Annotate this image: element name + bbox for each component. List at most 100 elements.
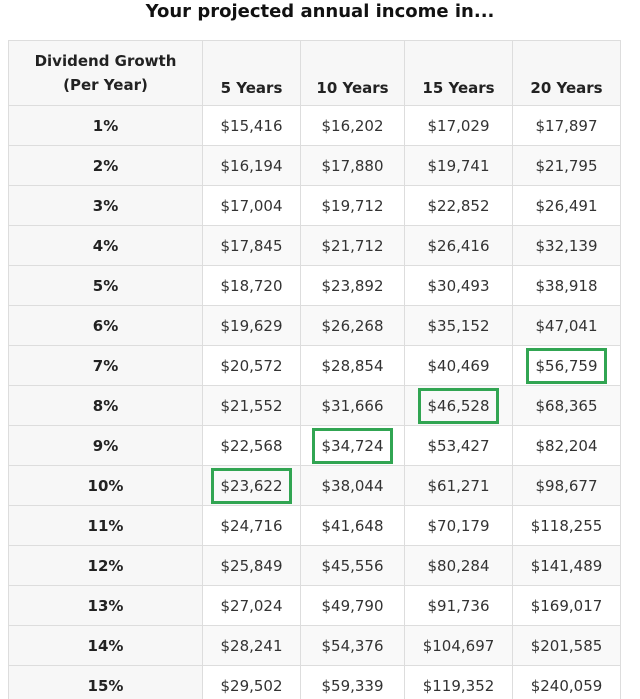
income-cell: $16,194 <box>202 145 301 186</box>
table-row: 4% $17,845 $21,712 $26,416 $32,139 <box>8 225 621 266</box>
income-cell: $20,572 <box>202 345 301 386</box>
growth-rate-cell: 4% <box>8 225 203 266</box>
growth-header-line1: Dividend Growth <box>34 52 177 70</box>
income-cell: $18,720 <box>202 265 301 306</box>
growth-rate-cell: 1% <box>8 105 203 146</box>
table-row: 12% $25,849 $45,556 $80,284 $141,489 <box>8 545 621 586</box>
income-cell: $17,004 <box>202 185 301 226</box>
table-row: 5% $18,720 $23,892 $30,493 $38,918 <box>8 265 621 306</box>
income-cell: $30,493 <box>404 265 513 306</box>
income-cell: $22,852 <box>404 185 513 226</box>
highlight-box: $56,759 <box>526 347 607 384</box>
income-cell: $29,502 <box>202 665 301 699</box>
highlight-box: $46,528 <box>418 387 499 424</box>
income-cell: $118,255 <box>512 505 621 546</box>
income-cell: $23,892 <box>300 265 405 306</box>
growth-rate-cell: 12% <box>8 545 203 586</box>
income-cell: $141,489 <box>512 545 621 586</box>
income-cell: $22,568 <box>202 425 301 466</box>
income-cell: $38,044 <box>300 465 405 506</box>
income-cell: $91,736 <box>404 585 513 626</box>
table-row: 11% $24,716 $41,648 $70,179 $118,255 <box>8 505 621 546</box>
income-cell: $17,845 <box>202 225 301 266</box>
table-row: 2% $16,194 $17,880 $19,741 $21,795 <box>8 145 621 186</box>
income-cell: $49,790 <box>300 585 405 626</box>
income-cell: $47,041 <box>512 305 621 346</box>
income-table: Dividend Growth (Per Year) 5 Years 10 Ye… <box>8 40 621 699</box>
income-cell: $61,271 <box>404 465 513 506</box>
table-row: 14% $28,241 $54,376 $104,697 $201,585 <box>8 625 621 666</box>
growth-rate-cell: 6% <box>8 305 203 346</box>
income-cell: $169,017 <box>512 585 621 626</box>
table-row: 13% $27,024 $49,790 $91,736 $169,017 <box>8 585 621 626</box>
income-cell: $32,139 <box>512 225 621 266</box>
income-cell: $98,677 <box>512 465 621 506</box>
growth-header-line2: (Per Year) <box>63 76 148 94</box>
income-cell: $40,469 <box>404 345 513 386</box>
income-cell: $82,204 <box>512 425 621 466</box>
dividend-growth-header: Dividend Growth (Per Year) <box>8 40 203 106</box>
income-cell: $104,697 <box>404 625 513 666</box>
table-row: 15% $29,502 $59,339 $119,352 $240,059 <box>8 665 621 699</box>
table-body: 1% $15,416 $16,202 $17,029 $17,897 2% $16,194 $… <box>8 105 621 699</box>
income-cell: $26,491 <box>512 185 621 226</box>
income-cell: $19,712 <box>300 185 405 226</box>
income-cell: $68,365 <box>512 385 621 426</box>
income-cell: $17,897 <box>512 105 621 146</box>
income-cell: $240,059 <box>512 665 621 699</box>
growth-rate-cell: 10% <box>8 465 203 506</box>
growth-rate-cell: 13% <box>8 585 203 626</box>
column-header-20-years: 20 Years <box>512 40 621 106</box>
table-row: 10% $23,622 $38,044 $61,271 $98,677 <box>8 465 621 506</box>
income-cell: $54,376 <box>300 625 405 666</box>
income-cell: $16,202 <box>300 105 405 146</box>
column-header-5-years: 5 Years <box>202 40 301 106</box>
income-cell: $28,854 <box>300 345 405 386</box>
highlighted-income-cell: $56,759 <box>512 345 621 386</box>
income-cell: $27,024 <box>202 585 301 626</box>
income-cell: $21,552 <box>202 385 301 426</box>
table-row: 1% $15,416 $16,202 $17,029 $17,897 <box>8 105 621 146</box>
growth-rate-cell: 15% <box>8 665 203 699</box>
income-cell: $24,716 <box>202 505 301 546</box>
income-cell: $15,416 <box>202 105 301 146</box>
income-cell: $19,741 <box>404 145 513 186</box>
page-title: Your projected annual income in... <box>145 1 495 22</box>
income-cell: $41,648 <box>300 505 405 546</box>
income-cell: $25,849 <box>202 545 301 586</box>
growth-rate-cell: 14% <box>8 625 203 666</box>
highlighted-income-cell: $46,528 <box>404 385 513 426</box>
highlighted-income-cell: $34,724 <box>300 425 405 466</box>
income-cell: $80,284 <box>404 545 513 586</box>
table-row: 6% $19,629 $26,268 $35,152 $47,041 <box>8 305 621 346</box>
highlighted-income-cell: $23,622 <box>202 465 301 506</box>
growth-rate-cell: 7% <box>8 345 203 386</box>
income-cell: $53,427 <box>404 425 513 466</box>
growth-rate-cell: 8% <box>8 385 203 426</box>
income-cell: $17,029 <box>404 105 513 146</box>
income-cell: $26,268 <box>300 305 405 346</box>
income-cell: $26,416 <box>404 225 513 266</box>
income-cell: $59,339 <box>300 665 405 699</box>
growth-rate-cell: 5% <box>8 265 203 306</box>
column-header-15-years: 15 Years <box>404 40 513 106</box>
income-cell: $45,556 <box>300 545 405 586</box>
income-cell: $21,712 <box>300 225 405 266</box>
table-row: 3% $17,004 $19,712 $22,852 $26,491 <box>8 185 621 226</box>
income-cell: $17,880 <box>300 145 405 186</box>
income-cell: $31,666 <box>300 385 405 426</box>
growth-rate-cell: 11% <box>8 505 203 546</box>
column-header-10-years: 10 Years <box>300 40 405 106</box>
table-row: 7% $20,572 $28,854 $40,469 $56,759 <box>8 345 621 386</box>
growth-rate-cell: 3% <box>8 185 203 226</box>
highlight-box: $23,622 <box>211 467 292 504</box>
income-cell: $201,585 <box>512 625 621 666</box>
income-cell: $38,918 <box>512 265 621 306</box>
income-cell: $35,152 <box>404 305 513 346</box>
growth-rate-cell: 9% <box>8 425 203 466</box>
income-cell: $28,241 <box>202 625 301 666</box>
highlight-box: $34,724 <box>312 427 393 464</box>
income-cell: $19,629 <box>202 305 301 346</box>
table-header-row: Dividend Growth (Per Year) 5 Years 10 Ye… <box>8 40 621 106</box>
table-row: 9% $22,568 $34,724 $53,427 $82,204 <box>8 425 621 466</box>
